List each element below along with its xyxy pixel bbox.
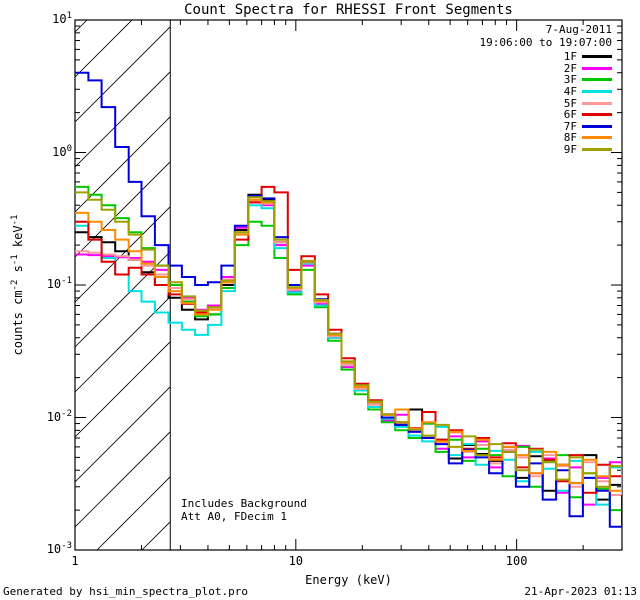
series-6F <box>75 185 622 494</box>
legend-label: 2F <box>563 61 577 75</box>
series-9F <box>75 191 622 488</box>
observation-time-range: 19:06:00 to 19:07:00 <box>479 36 612 49</box>
series-7F <box>75 71 622 528</box>
x-tick-label: 100 <box>505 554 528 568</box>
x-tick-label: 10 <box>288 554 304 568</box>
legend-entry-1F: 1F <box>563 50 612 64</box>
legend-color-line-icon <box>582 55 612 59</box>
legend-entry-4F: 4F <box>563 85 612 99</box>
legend-label: 3F <box>563 73 577 87</box>
annotation-includes-background: Includes Background <box>181 497 307 510</box>
legend-color-line-icon <box>582 113 612 117</box>
legend-color-line-icon <box>582 101 612 105</box>
legend: 1F 2F 3F 4F 5F 6F 7F 8F 9F <box>563 50 612 157</box>
observation-datetime: 7-Aug-2011 19:06:00 to 19:07:00 <box>480 23 612 49</box>
generator-credit: Generated by hsi_min_spectra_plot.pro <box>3 585 249 598</box>
legend-entry-2F: 2F <box>563 61 612 75</box>
legend-entry-9F: 9F <box>563 143 612 157</box>
legend-label: 4F <box>563 85 577 99</box>
plot-title: Count Spectra for RHESSI Front Segments <box>184 2 513 18</box>
legend-entry-5F: 5F <box>563 96 612 110</box>
x-tick-label: 1 <box>71 554 79 568</box>
annotation-attenuator-state: Att A0, FDecim 1 <box>181 510 287 523</box>
legend-label: 9F <box>563 143 577 157</box>
plot-annotations: Includes Background Att A0, FDecim 1 <box>181 497 307 523</box>
legend-color-line-icon <box>582 136 612 140</box>
legend-label: 1F <box>563 50 577 64</box>
plot-frame <box>74 19 623 551</box>
legend-color-line-icon <box>582 90 612 94</box>
legend-label: 7F <box>563 119 577 133</box>
legend-color-line-icon <box>582 78 612 82</box>
legend-entry-6F: 6F <box>563 108 612 122</box>
series-2F <box>75 201 622 506</box>
series-1F <box>75 193 622 501</box>
x-axis-label: Energy (keV) <box>305 573 392 587</box>
legend-label: 8F <box>563 131 577 145</box>
legend-entry-3F: 3F <box>563 73 612 87</box>
legend-entry-8F: 8F <box>563 131 612 145</box>
legend-color-line-icon <box>582 124 612 128</box>
legend-color-line-icon <box>582 66 612 70</box>
observation-date: 7-Aug-2011 <box>545 23 612 36</box>
y-axis-label: counts cm-2 s-1 keV-1 <box>10 214 25 356</box>
generation-timestamp: 21-Apr-2023 01:13 <box>524 585 637 598</box>
legend-label: 5F <box>563 96 577 110</box>
legend-entry-7F: 7F <box>563 119 612 133</box>
series-3F <box>75 185 622 512</box>
series-8F <box>75 198 622 492</box>
legend-label: 6F <box>563 108 577 122</box>
legend-color-line-icon <box>582 148 612 152</box>
hatched-region <box>75 20 171 550</box>
